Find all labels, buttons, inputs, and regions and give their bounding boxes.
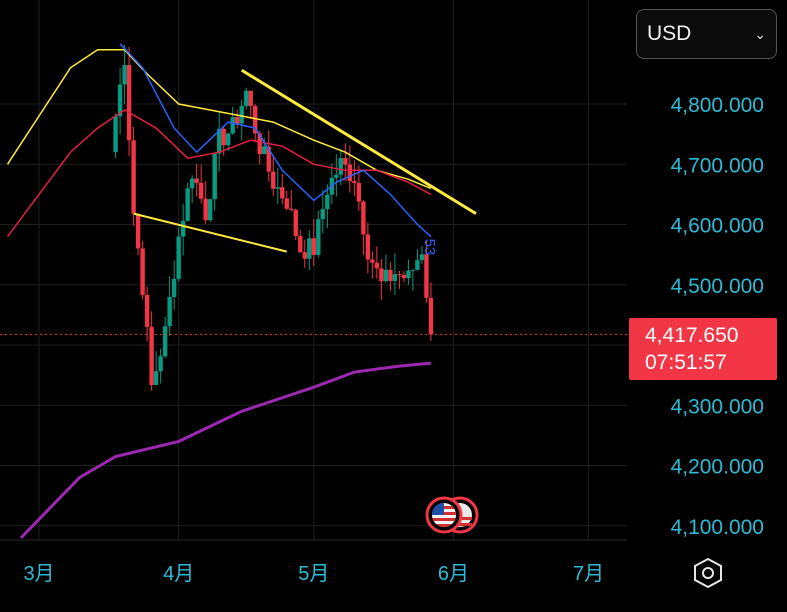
candle-body <box>352 181 357 183</box>
currency-selector-value: USD <box>647 22 692 45</box>
candle-body <box>239 105 244 124</box>
candle-body <box>113 116 118 153</box>
candle-body <box>235 117 240 124</box>
x-tick-label: 5月 <box>298 563 329 585</box>
chart-settings-icon[interactable] <box>689 556 727 590</box>
candle-body <box>302 252 307 259</box>
candle-body <box>198 182 204 199</box>
candle-body <box>207 199 213 221</box>
candle-body <box>401 274 407 279</box>
candle-body <box>153 371 159 386</box>
candle-body <box>221 128 226 146</box>
candle-body <box>410 269 416 271</box>
ma-red-line <box>6 109 432 238</box>
currency-selector[interactable]: USD ⌄ <box>636 9 777 59</box>
chevron-down-icon: ⌄ <box>754 25 766 42</box>
candle-body <box>388 269 393 281</box>
candle-body <box>244 90 249 106</box>
candle-body <box>185 188 190 221</box>
candle-body <box>320 209 326 220</box>
y-tick-label: 4,700.000 <box>671 154 764 177</box>
candle-body <box>392 274 398 281</box>
candle-body <box>428 297 434 335</box>
candle-body <box>365 234 371 260</box>
ma-purple-line <box>19 361 432 539</box>
y-tick-label: 4,500.000 <box>671 275 764 298</box>
candle-body <box>176 236 181 279</box>
candle-body <box>415 260 420 270</box>
candle-body <box>217 128 222 154</box>
candle-body <box>280 187 285 199</box>
candle-body <box>253 105 258 134</box>
candle-body <box>311 238 317 255</box>
candle-body <box>284 198 289 209</box>
candle-body <box>298 236 303 253</box>
candle-body <box>370 259 375 263</box>
candle-body <box>140 248 145 295</box>
candle-body <box>117 84 123 117</box>
candle-body <box>293 209 298 237</box>
us-economic-event-flags-icon[interactable] <box>424 494 482 536</box>
candle-body <box>419 254 425 261</box>
candle-body <box>226 133 231 146</box>
candle-body <box>338 158 344 175</box>
trendline <box>240 68 477 215</box>
ma-annotation-label: 53 <box>421 239 438 256</box>
candle-body <box>406 270 411 279</box>
candle-body <box>180 220 186 237</box>
candle-body <box>275 187 280 189</box>
candle-body <box>383 269 389 282</box>
x-tick-label: 7月 <box>573 563 604 585</box>
current-price-tag: 4,417.650 07:51:57 <box>629 318 777 380</box>
candle-body <box>289 208 294 210</box>
candle-body <box>167 297 172 327</box>
current-price-value: 4,417.650 <box>645 324 739 347</box>
candle-body <box>266 146 271 172</box>
y-tick-label: 4,300.000 <box>671 395 764 418</box>
y-tick-label: 4,200.000 <box>671 456 764 479</box>
x-tick-label: 3月 <box>23 563 54 585</box>
candle-body <box>230 117 235 134</box>
candle-body <box>135 213 141 249</box>
y-tick-label: 4,100.000 <box>671 516 764 539</box>
candle-body <box>343 158 348 165</box>
y-tick-label: 4,800.000 <box>671 94 764 117</box>
candle-body <box>379 268 384 282</box>
candle-body <box>122 65 127 85</box>
candle-body <box>203 198 208 221</box>
candle-body <box>271 171 276 189</box>
candle-body <box>347 164 353 182</box>
candle-body <box>424 254 429 298</box>
trendline <box>133 212 288 253</box>
y-tick-label: 4,600.000 <box>671 215 764 238</box>
candle-body <box>131 140 136 214</box>
candle-body <box>356 182 362 202</box>
candle-body <box>149 326 154 386</box>
candle-body <box>126 65 132 141</box>
ma-blue-line <box>119 43 432 238</box>
bar-countdown: 07:51:57 <box>645 351 727 374</box>
candle-body <box>162 326 168 357</box>
candle-body <box>144 294 150 327</box>
candle-body <box>361 201 366 235</box>
candle-body <box>397 274 402 276</box>
candle-body <box>189 178 195 189</box>
candle-body <box>262 146 267 155</box>
x-tick-label: 4月 <box>163 563 194 585</box>
candle-body <box>325 194 330 210</box>
candle-body <box>248 90 253 106</box>
candle-body <box>257 133 262 155</box>
candle-body <box>158 356 163 372</box>
candle-body <box>194 178 199 183</box>
candle-body <box>307 238 312 259</box>
candle-body <box>374 262 380 269</box>
candle-body <box>316 219 321 255</box>
candle-body <box>212 153 217 200</box>
ma-yellow-line <box>6 49 432 190</box>
x-tick-label: 6月 <box>438 563 469 585</box>
candle-body <box>334 174 339 178</box>
candle-body <box>171 278 177 298</box>
